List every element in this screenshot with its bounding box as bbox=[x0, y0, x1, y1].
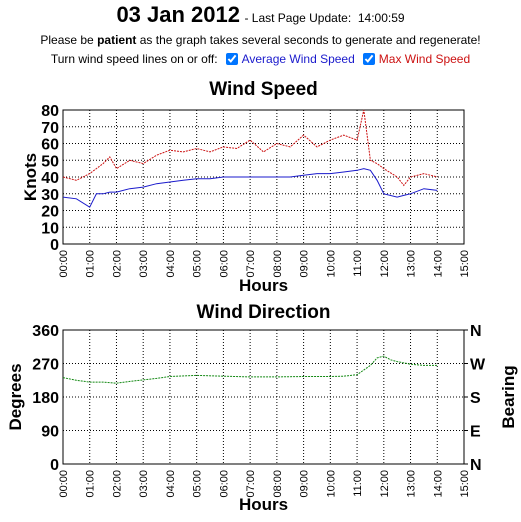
x-tick-label: 08:00 bbox=[272, 470, 284, 498]
y-tick-label: 10 bbox=[41, 220, 59, 237]
x-tick-label: 03:00 bbox=[138, 470, 150, 498]
x-tick-label: 10:00 bbox=[325, 250, 337, 278]
x-tick-label: 05:00 bbox=[192, 250, 204, 278]
x-tick-label: 12:00 bbox=[379, 250, 391, 278]
toggle-checkbox[interactable] bbox=[225, 53, 238, 65]
x-tick-label: 07:00 bbox=[245, 250, 257, 278]
chart-title: Wind Direction bbox=[197, 302, 331, 323]
y-tick-label: 60 bbox=[41, 137, 59, 154]
x-axis-label: Hours bbox=[239, 276, 288, 295]
y-tick-label: 80 bbox=[41, 103, 59, 120]
y2-tick-label: W bbox=[470, 357, 486, 374]
x-tick-label: 09:00 bbox=[299, 470, 311, 498]
y2-tick-label: S bbox=[470, 390, 481, 407]
y-tick-label: 90 bbox=[41, 424, 59, 441]
toggle-row: Turn wind speed lines on or off: Average … bbox=[0, 52, 521, 66]
x-tick-label: 00:00 bbox=[58, 470, 70, 498]
x-tick-label: 14:00 bbox=[432, 470, 444, 498]
y-tick-label: 270 bbox=[32, 357, 59, 374]
toggle-checkbox[interactable] bbox=[362, 53, 375, 65]
x-tick-label: 01:00 bbox=[85, 250, 97, 278]
y-tick-label: 30 bbox=[41, 187, 59, 204]
legend-label[interactable]: Max Wind Speed bbox=[378, 52, 471, 66]
x-axis-label: Hours bbox=[239, 495, 288, 514]
series-line bbox=[62, 168, 438, 208]
notice: Please be patient as the graph takes sev… bbox=[0, 33, 521, 47]
y2-tick-label: E bbox=[470, 424, 481, 441]
toggle-label: Turn wind speed lines on or off: bbox=[50, 52, 218, 66]
y-tick-label: 0 bbox=[50, 457, 59, 474]
x-tick-label: 01:00 bbox=[85, 470, 97, 498]
y-tick-label: 40 bbox=[41, 170, 59, 187]
x-tick-label: 11:00 bbox=[352, 250, 364, 277]
y-tick-label: 20 bbox=[41, 204, 59, 221]
x-tick-label: 00:00 bbox=[58, 250, 70, 278]
y-tick-label: 180 bbox=[32, 390, 59, 407]
series-line bbox=[62, 355, 438, 384]
y-tick-label: 50 bbox=[41, 153, 59, 170]
x-tick-label: 10:00 bbox=[325, 470, 337, 498]
x-tick-label: 09:00 bbox=[299, 250, 311, 278]
y2-tick-label: N bbox=[470, 457, 482, 474]
last-update: - Last Page Update: 14:00:59 bbox=[244, 11, 405, 25]
x-tick-label: 14:00 bbox=[432, 250, 444, 278]
notice-emphasis: patient bbox=[97, 33, 137, 47]
notice-text: Please be bbox=[40, 33, 98, 47]
y-axis-label: Knots bbox=[21, 153, 40, 201]
header-line: 03 Jan 2012 - Last Page Update: 14:00:59 bbox=[0, 2, 521, 28]
x-tick-label: 06:00 bbox=[218, 470, 230, 498]
x-tick-label: 02:00 bbox=[111, 250, 123, 278]
series-line bbox=[62, 109, 438, 187]
x-tick-label: 13:00 bbox=[406, 250, 418, 278]
chart-title: Wind Speed bbox=[209, 79, 318, 100]
y-tick-label: 0 bbox=[50, 237, 59, 254]
x-tick-label: 08:00 bbox=[272, 250, 284, 278]
x-tick-label: 15:00 bbox=[459, 250, 471, 278]
x-tick-label: 07:00 bbox=[245, 470, 257, 498]
y-tick-label: 70 bbox=[41, 120, 59, 137]
x-tick-label: 13:00 bbox=[406, 470, 418, 498]
x-tick-label: 15:00 bbox=[459, 470, 471, 498]
x-tick-label: 04:00 bbox=[165, 250, 177, 278]
y-axis-label: Degrees bbox=[6, 363, 25, 430]
notice-text: as the graph takes several seconds to ge… bbox=[136, 33, 481, 47]
x-tick-label: 12:00 bbox=[379, 470, 391, 498]
x-tick-label: 05:00 bbox=[192, 470, 204, 498]
date: 03 Jan 2012 bbox=[116, 2, 240, 27]
legend-label[interactable]: Average Wind Speed bbox=[241, 52, 355, 66]
y-tick-label: 360 bbox=[32, 323, 59, 340]
plot-border bbox=[62, 329, 465, 465]
x-tick-label: 02:00 bbox=[111, 470, 123, 498]
y2-axis-label: Bearing bbox=[499, 365, 518, 428]
x-tick-label: 06:00 bbox=[218, 250, 230, 278]
x-tick-label: 11:00 bbox=[352, 470, 364, 497]
y2-tick-label: N bbox=[470, 323, 482, 340]
x-tick-label: 03:00 bbox=[138, 250, 150, 278]
x-tick-label: 04:00 bbox=[165, 470, 177, 498]
